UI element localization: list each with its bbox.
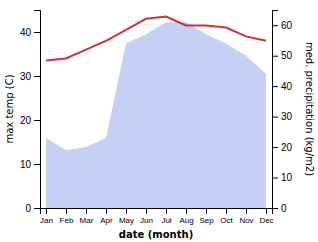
- marks: [46, 17, 266, 208]
- tick-label: Dec: [259, 216, 273, 225]
- tick-mark: [272, 117, 278, 118]
- tick: Jul: [161, 208, 171, 225]
- y-axis: 0 10 20 30 40: [20, 11, 41, 214]
- y2-axis-title: med. precipitation (kg/m2): [304, 42, 315, 176]
- x-axis: Jan Feb Mar Apr May Jun Jul Aug Sep Oct Nov Dec: [40, 208, 274, 225]
- tick-label: 40: [281, 81, 293, 92]
- tick: Jan: [40, 208, 53, 225]
- tick: Sep: [199, 208, 214, 225]
- tick: May: [119, 208, 134, 225]
- tick: Feb: [60, 208, 74, 225]
- tick-mark: [86, 208, 87, 214]
- axis-line: [273, 11, 279, 209]
- tick-mark: [34, 32, 40, 33]
- tick-label: 30: [20, 71, 32, 82]
- tick-mark: [246, 208, 247, 214]
- tick-label: 0: [281, 203, 287, 214]
- tick-label: Apr: [100, 216, 113, 225]
- tick-label: Mar: [80, 216, 94, 225]
- tick: Mar: [80, 208, 94, 225]
- tick-mark: [266, 208, 267, 214]
- tick: 20: [20, 115, 40, 126]
- plot: Jan Feb Mar Apr May Jun Jul Aug Sep Oct Nov Dec 0 10 2…: [20, 11, 293, 225]
- tick: 30: [272, 111, 293, 122]
- tick-mark: [34, 208, 40, 209]
- tick-mark: [272, 25, 278, 26]
- tick-mark: [166, 208, 167, 214]
- tick-label: 30: [281, 111, 293, 122]
- tick-label: May: [119, 216, 134, 225]
- tick-label: 10: [281, 172, 293, 183]
- tick: 20: [272, 142, 293, 153]
- tick-label: 0: [25, 203, 31, 214]
- tick: Nov: [239, 208, 253, 225]
- tick-mark: [106, 208, 107, 214]
- tick-mark: [34, 76, 40, 77]
- tick-label: 60: [281, 20, 293, 31]
- tick-label: Feb: [60, 216, 74, 225]
- tick-label: Oct: [220, 216, 233, 225]
- tick: Dec: [259, 208, 273, 225]
- chart: Jan Feb Mar Apr May Jun Jul Aug Sep Oct Nov Dec 0 10 2…: [0, 0, 318, 242]
- tick: 40: [20, 27, 40, 38]
- y2-axis: 0 10 20 30 40 50 60: [272, 11, 293, 214]
- tick-mark: [272, 147, 278, 148]
- tick: 50: [272, 50, 293, 61]
- tick-label: 20: [281, 142, 293, 153]
- tick-label: Jul: [161, 216, 171, 225]
- y-axis-title: max temp (C): [4, 74, 15, 143]
- tick-mark: [272, 178, 278, 179]
- tick: 10: [20, 159, 40, 170]
- tick: Apr: [100, 208, 113, 225]
- tick-mark: [226, 208, 227, 214]
- tick: 0: [272, 203, 287, 214]
- line: [46, 17, 266, 61]
- axis-line: [41, 209, 273, 215]
- tick-label: Jan: [40, 216, 53, 225]
- tick: 30: [20, 71, 40, 82]
- axis-line: [34, 11, 41, 209]
- tick-label: 10: [20, 159, 32, 170]
- tick-label: 20: [20, 115, 32, 126]
- tick: 10: [272, 172, 293, 183]
- tick-mark: [272, 208, 278, 209]
- tick: 0: [25, 203, 40, 214]
- tick: 60: [272, 20, 293, 31]
- tick-mark: [272, 56, 278, 57]
- tick-mark: [146, 208, 147, 214]
- tick-label: Sep: [199, 216, 214, 225]
- area: [46, 22, 266, 208]
- tick-mark: [66, 208, 67, 214]
- tick-label: Nov: [239, 216, 253, 225]
- tick-mark: [206, 208, 207, 214]
- tick: 40: [272, 81, 293, 92]
- tick-mark: [186, 208, 187, 214]
- tick-mark: [34, 120, 40, 121]
- tick-mark: [46, 208, 47, 214]
- tick: Jun: [140, 208, 153, 225]
- tick-mark: [272, 86, 278, 87]
- tick-label: 40: [20, 27, 32, 38]
- tick: Aug: [179, 208, 193, 225]
- x-axis-title: date (month): [119, 229, 193, 240]
- tick-mark: [126, 208, 127, 214]
- tick: Oct: [220, 208, 233, 225]
- tick-label: Aug: [179, 216, 193, 225]
- tick-mark: [34, 164, 40, 165]
- tick-label: Jun: [140, 216, 153, 225]
- tick-label: 50: [281, 50, 293, 61]
